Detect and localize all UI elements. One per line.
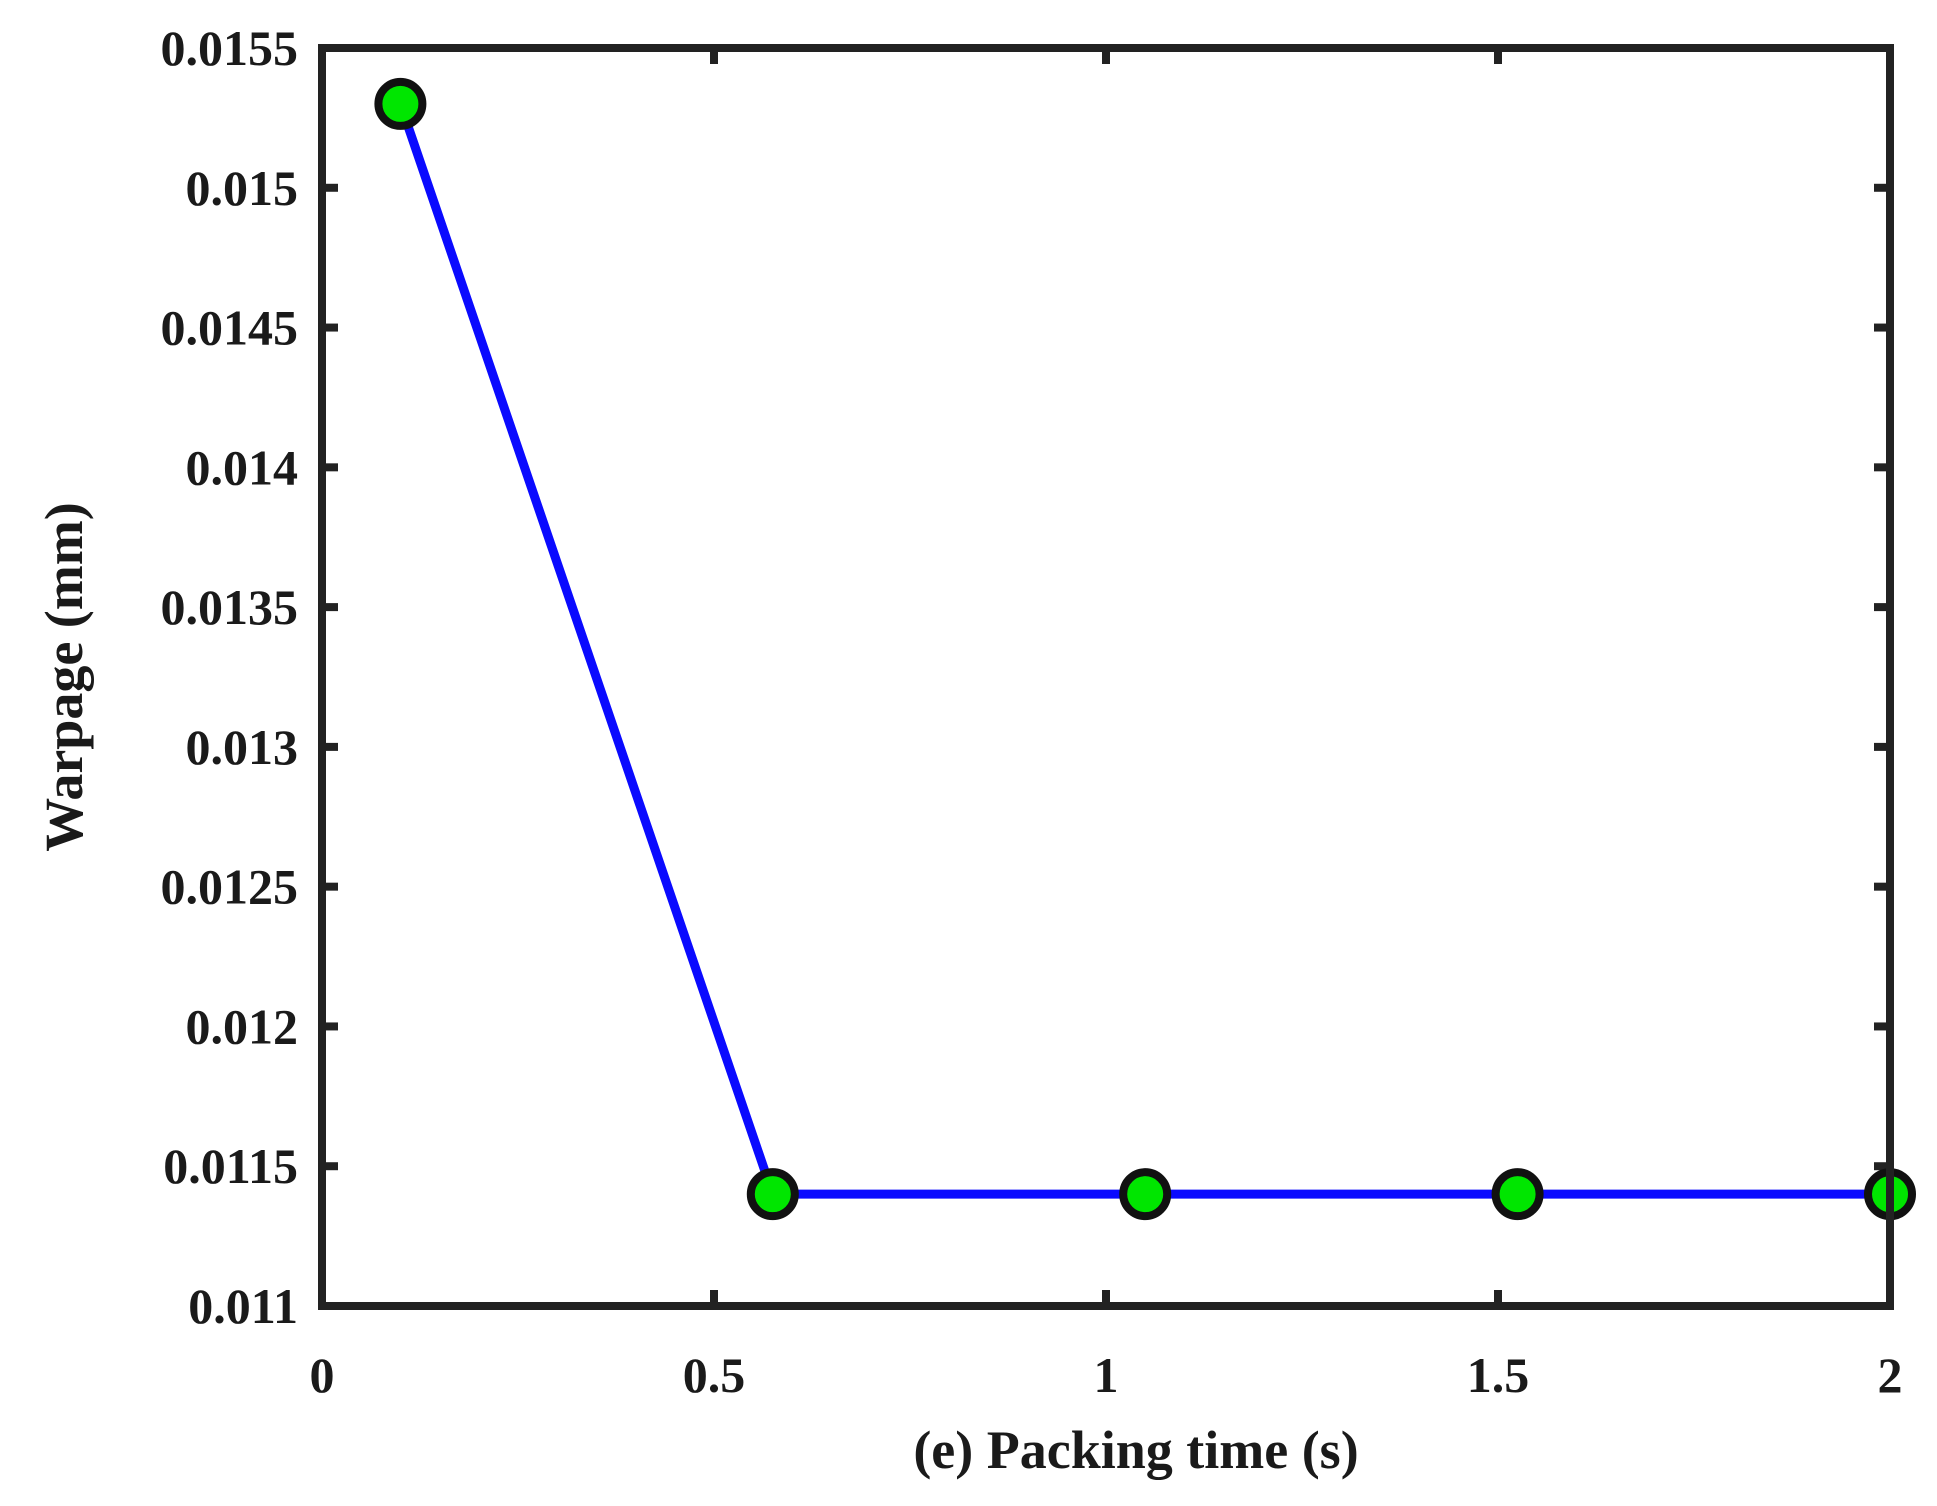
data-point: [1491, 1168, 1544, 1221]
y-tick-label: 0.0155: [161, 20, 299, 76]
ticks-layer: [318, 44, 1894, 1310]
x-tick-label: 1: [1094, 1347, 1119, 1403]
y-tick-label: 0.012: [186, 998, 299, 1054]
x-tick-label: 2: [1878, 1347, 1903, 1403]
series-layer: [374, 77, 1916, 1221]
y-tick-label: 0.0125: [161, 859, 299, 915]
x-tick-label: 1.5: [1467, 1347, 1530, 1403]
series-line: [396, 102, 1890, 1199]
y-tick-label: 0.011: [188, 1278, 298, 1334]
data-point: [746, 1168, 799, 1221]
tick-labels-layer: 0 0.5 1 1.5 2 0.011 0.0115 0.012 0.0125 0.013 0.01…: [161, 20, 1903, 1403]
y-tick-label: 0.014: [186, 439, 299, 495]
data-point: [374, 77, 427, 130]
data-point: [1119, 1168, 1172, 1221]
plot-frame: [318, 44, 1894, 1310]
y-tick-label: 0.0115: [163, 1138, 298, 1194]
y-axis-title: Warpage (mm): [34, 502, 94, 851]
y-tick-label: 0.0145: [161, 300, 299, 356]
x-tick-label: 0: [310, 1347, 335, 1403]
x-axis-title: (e) Packing time (s): [913, 1420, 1358, 1480]
y-tick-label: 0.013: [186, 719, 299, 775]
y-tick-label: 0.015: [186, 160, 299, 216]
x-tick-label: 0.5: [683, 1347, 746, 1403]
y-tick-label: 0.0135: [161, 579, 299, 635]
